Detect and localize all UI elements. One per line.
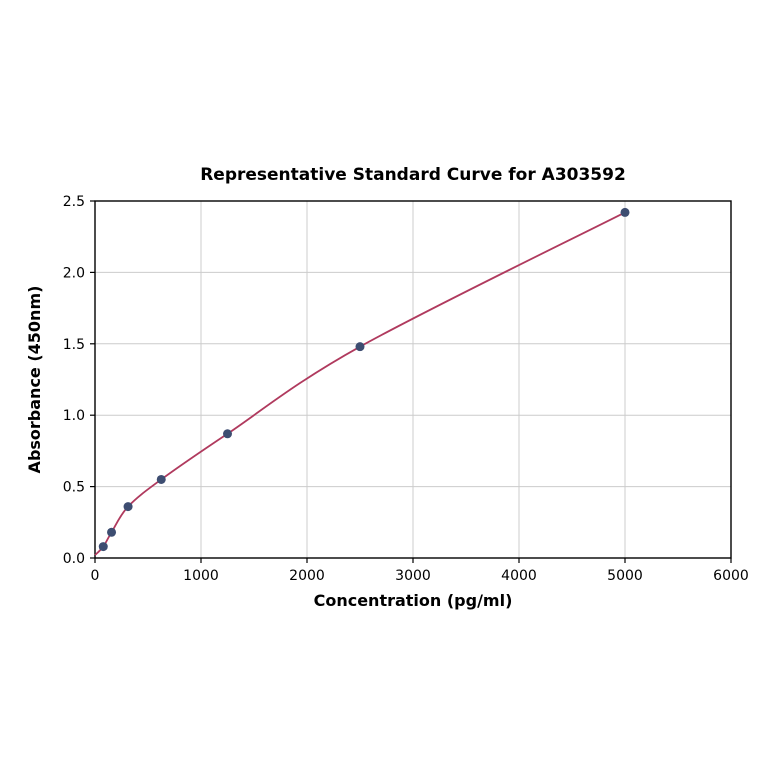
- x-tick-label: 4000: [501, 568, 537, 584]
- grid-layer: [94, 200, 732, 559]
- data-point: [355, 342, 365, 352]
- y-tick-label: 0.0: [63, 551, 85, 567]
- data-point: [98, 542, 108, 552]
- y-tick-label: 1.5: [63, 337, 85, 353]
- data-point: [107, 527, 117, 537]
- data-point: [223, 429, 232, 439]
- y-tick-label: 0.5: [63, 480, 85, 496]
- fit-curve: [94, 211, 626, 556]
- x-tick-label: 3000: [395, 568, 431, 584]
- x-axis-label: Concentration (pg/ml): [314, 591, 513, 610]
- chart-title: Representative Standard Curve for A30359…: [200, 165, 626, 185]
- point-layer: [98, 207, 630, 552]
- y-tick-label: 1.0: [63, 408, 85, 424]
- y-axis-label: Absorbance (450nm): [25, 286, 44, 474]
- x-tick-label: 0: [91, 568, 100, 584]
- x-tick-label: 5000: [607, 568, 643, 584]
- x-tick-label: 1000: [183, 568, 219, 584]
- y-tick-label: 2.0: [63, 265, 85, 281]
- data-point: [620, 207, 630, 217]
- data-point: [156, 474, 166, 484]
- x-tick-label: 2000: [289, 568, 325, 584]
- y-tick-label: 2.5: [63, 194, 85, 210]
- x-tick-label: 6000: [713, 568, 749, 584]
- tick-layer: 0 1000 2000 3000 4000 5000 6000 0.0 0.5 1.0 1.5 2.0…: [63, 194, 749, 584]
- data-point: [123, 502, 133, 512]
